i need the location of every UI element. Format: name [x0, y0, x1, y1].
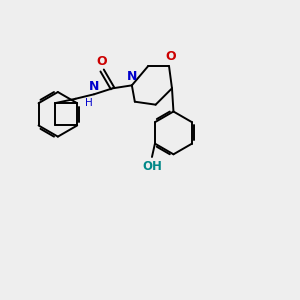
Text: N: N [127, 70, 137, 83]
Text: N: N [89, 80, 99, 93]
Text: OH: OH [142, 160, 162, 173]
Text: O: O [96, 55, 107, 68]
Text: O: O [165, 50, 176, 63]
Text: H: H [85, 98, 93, 108]
